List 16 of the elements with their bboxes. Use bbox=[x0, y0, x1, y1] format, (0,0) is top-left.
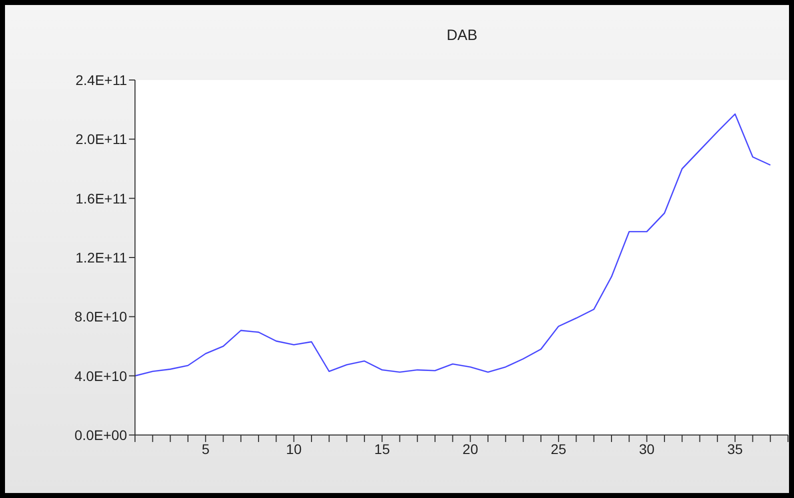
x-tick-label: 10 bbox=[286, 440, 302, 457]
x-tick-label: 30 bbox=[639, 440, 655, 457]
chart-title: DAB bbox=[446, 27, 478, 44]
line-series bbox=[135, 113, 771, 376]
y-tick-label: 1.2E+11 bbox=[75, 249, 128, 266]
x-tick-label: 15 bbox=[374, 440, 390, 457]
x-tick-label: 25 bbox=[550, 440, 567, 457]
x-tick-label: 20 bbox=[462, 440, 478, 457]
x-tick-label: 5 bbox=[202, 440, 210, 457]
y-tick-label: 2.4E+11 bbox=[75, 72, 128, 88]
x-tick-label: 35 bbox=[727, 440, 744, 457]
y-tick-label: 4.0E+10 bbox=[74, 368, 128, 384]
y-tick-label: 2.0E+11 bbox=[75, 131, 128, 148]
y-tick-label: 1.6E+11 bbox=[75, 190, 128, 206]
y-tick-label: 0.0E+00 bbox=[74, 426, 128, 443]
y-tick-label: 8.0E+10 bbox=[74, 308, 128, 325]
